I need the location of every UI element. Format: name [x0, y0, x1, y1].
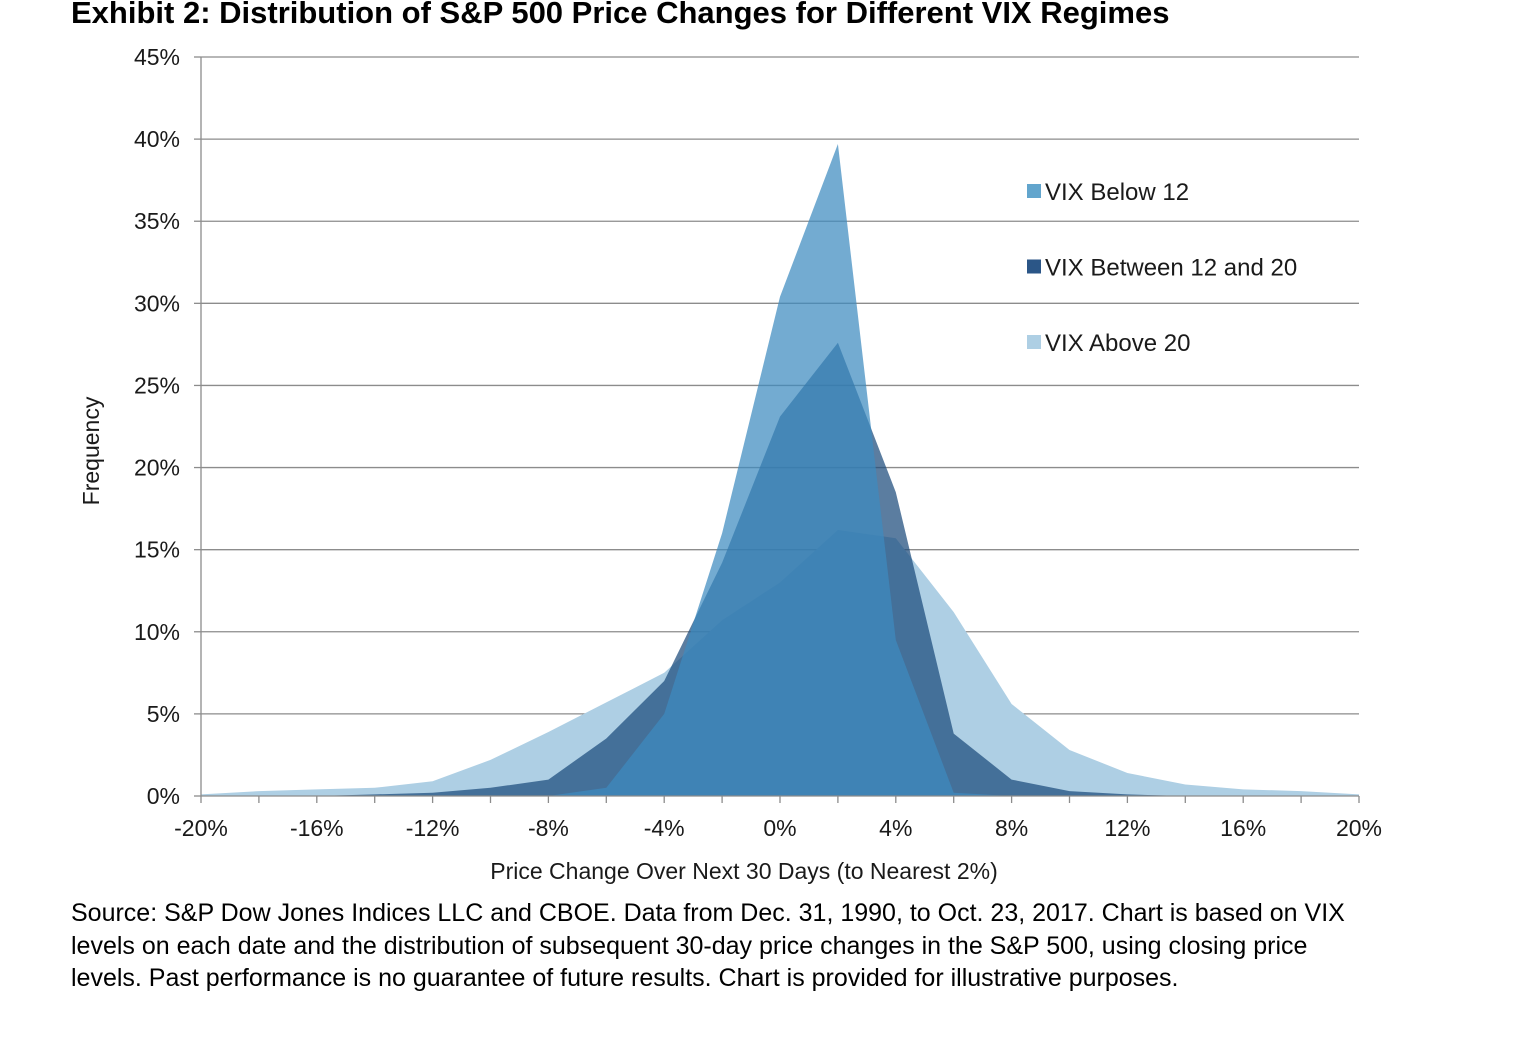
- y-tick-label: 0%: [147, 783, 180, 809]
- area-series-vix-below-12: [201, 144, 1359, 796]
- legend-label-vix-between-12-and-20: VIX Between 12 and 20: [1045, 255, 1297, 282]
- legend-label-vix-below-12: VIX Below 12: [1045, 179, 1189, 206]
- x-tick-label: -16%: [290, 815, 344, 841]
- y-tick-label: 15%: [134, 537, 180, 563]
- legend: VIX Below 12 VIX Between 12 and 20 VIX Abo…: [1027, 179, 1297, 357]
- x-tick-label: 20%: [1336, 815, 1382, 841]
- y-axis-title: Frequency: [78, 396, 104, 505]
- x-tick-label: -12%: [406, 815, 460, 841]
- y-tick-label: 30%: [134, 290, 180, 316]
- x-tick-label: 4%: [879, 815, 912, 841]
- x-tick-label: 16%: [1220, 815, 1266, 841]
- x-tick-label: -20%: [174, 815, 228, 841]
- y-tick-labels: 0% 5% 10% 15% 20% 25% 30% 35% 40% 45%: [134, 44, 180, 809]
- x-tick-label: -8%: [528, 815, 569, 841]
- x-tick-label: 12%: [1104, 815, 1150, 841]
- x-tick-label: 0%: [763, 815, 796, 841]
- legend-swatch-vix-between-12-and-20: [1027, 259, 1041, 274]
- series-areas: [201, 144, 1359, 796]
- chart-title: Exhibit 2: Distribution of S&P 500 Price…: [71, 0, 1170, 30]
- y-tick-label: 25%: [134, 372, 180, 398]
- y-tick-label: 20%: [134, 455, 180, 481]
- y-tick-label: 35%: [134, 208, 180, 234]
- legend-label-vix-above-20: VIX Above 20: [1045, 330, 1190, 357]
- axes: [194, 56, 1360, 803]
- y-tick-label: 40%: [134, 126, 180, 152]
- source-note: Source: S&P Dow Jones Indices LLC and CB…: [71, 899, 1345, 992]
- y-tick-label: 10%: [134, 619, 180, 645]
- legend-swatch-vix-below-12: [1027, 184, 1041, 198]
- legend-swatch-vix-above-20: [1027, 335, 1041, 349]
- y-tick-label: 45%: [134, 44, 180, 70]
- x-axis-title: Price Change Over Next 30 Days (to Neare…: [490, 858, 997, 884]
- x-tick-label: 8%: [995, 815, 1028, 841]
- x-tick-label: -4%: [644, 815, 685, 841]
- x-tick-labels: -20% -16% -12% -8% -4% 0% 4% 8% 12% 16% 20%: [174, 815, 1382, 841]
- y-tick-label: 5%: [147, 701, 180, 727]
